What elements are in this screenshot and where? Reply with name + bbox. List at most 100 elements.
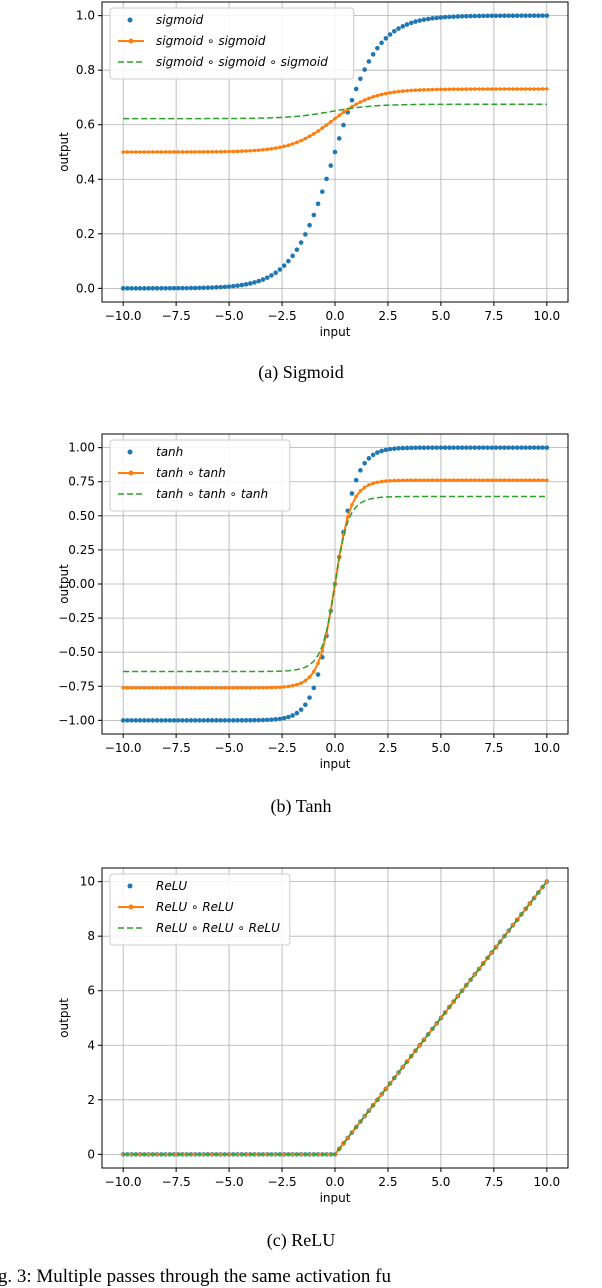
data-point [528, 901, 532, 906]
legend-label: ReLU ∘ ReLU [156, 900, 234, 914]
data-point [311, 212, 317, 218]
data-point [350, 502, 354, 507]
data-point [218, 284, 223, 290]
data-point [477, 478, 481, 482]
data-point [477, 87, 481, 91]
data-point [408, 20, 414, 26]
legend-box [109, 873, 291, 946]
data-point [341, 110, 346, 115]
data-point [248, 148, 253, 153]
data-point [375, 450, 380, 455]
data-point [485, 13, 490, 19]
data-point [303, 702, 308, 708]
data-point [523, 478, 528, 482]
data-point [277, 716, 283, 722]
data-point [438, 445, 444, 450]
data-point [388, 90, 392, 95]
x-tick-label: 2.5 [378, 741, 397, 755]
data-point [171, 285, 177, 291]
data-point [315, 201, 321, 207]
data-point [324, 631, 329, 636]
data-point [476, 445, 482, 450]
data-point [243, 282, 249, 287]
data-point [256, 148, 261, 152]
data-point [506, 478, 511, 482]
x-tick-label: −2.5 [267, 741, 296, 755]
data-point [235, 283, 240, 288]
data-point [307, 695, 312, 700]
series-line [123, 495, 547, 673]
data-point [349, 97, 355, 103]
data-point [384, 479, 388, 483]
legend-entry: ReLU [127, 879, 187, 893]
legend-entry: ReLU ∘ ReLU [118, 900, 234, 914]
data-point [426, 87, 431, 92]
data-point [155, 1152, 159, 1157]
data-point [473, 87, 477, 91]
data-point [159, 285, 164, 291]
y-tick-label: 1.0 [76, 9, 95, 23]
data-point [367, 483, 371, 487]
data-point [163, 718, 168, 723]
x-tick-label: −7.5 [162, 1175, 191, 1189]
data-point [159, 150, 164, 154]
data-point [281, 263, 287, 268]
data-point [354, 102, 358, 107]
data-point [210, 686, 214, 690]
y-tick-label: 8 [87, 929, 95, 943]
data-point [175, 285, 181, 291]
data-point [362, 98, 367, 102]
data-point [498, 87, 503, 91]
data-point [201, 1152, 206, 1157]
data-point [125, 286, 130, 291]
data-point [439, 87, 443, 92]
sigmoid-chart: −10.0 −7.5 −5.0 −2.5 0.0 2.5 5.0 7.5 10.0 0.0 0.2 0… [57, 1, 569, 339]
data-point [163, 285, 168, 291]
data-point [167, 686, 172, 690]
legend-marker-dot [128, 38, 134, 44]
data-point [405, 478, 409, 483]
x-tick-label: 7.5 [484, 741, 503, 755]
x-tick-label: 10.0 [533, 1175, 560, 1189]
data-point [307, 1152, 312, 1157]
data-point [392, 28, 397, 34]
data-point [171, 718, 177, 723]
data-point [299, 681, 303, 685]
data-point [514, 13, 520, 18]
data-point [125, 686, 130, 690]
data-point [536, 445, 541, 450]
data-point [193, 686, 197, 690]
data-point [523, 87, 528, 91]
data-point [328, 120, 333, 124]
y-tick-label: 0.8 [76, 63, 95, 77]
data-point [184, 150, 189, 154]
data-point [218, 686, 223, 690]
x-tick-label: 5.0 [431, 741, 450, 755]
data-point [189, 686, 193, 690]
data-point [261, 685, 265, 690]
data-point [430, 87, 435, 92]
data-point [303, 136, 308, 141]
data-point [146, 718, 151, 723]
data-point [125, 718, 130, 723]
data-point [473, 478, 477, 482]
data-point [121, 1152, 125, 1157]
data-point [519, 478, 524, 482]
data-point [447, 445, 452, 450]
data-point [273, 270, 278, 276]
y-tick-label: −1.00 [58, 713, 95, 727]
data-point [515, 87, 519, 91]
data-point [222, 718, 228, 723]
data-point [545, 87, 549, 91]
data-point [133, 718, 139, 723]
data-point [235, 686, 240, 690]
data-point [129, 150, 134, 154]
data-point [544, 13, 550, 18]
data-point [265, 147, 270, 152]
data-point [514, 445, 520, 450]
legend-label: sigmoid [156, 13, 204, 27]
data-point [247, 281, 253, 286]
data-point [396, 478, 401, 483]
data-point [269, 273, 274, 278]
y-tick-label: 0.6 [76, 118, 95, 132]
